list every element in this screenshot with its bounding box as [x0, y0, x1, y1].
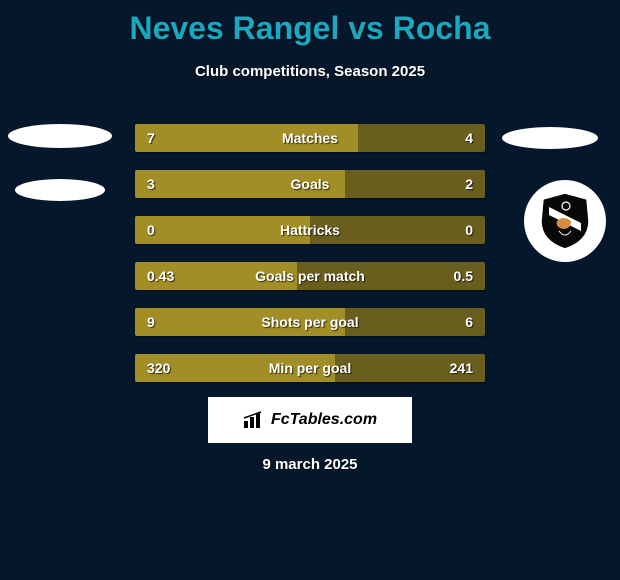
page-subtitle: Club competitions, Season 2025: [0, 63, 620, 80]
stat-label: Goals: [135, 170, 485, 198]
stat-label: Goals per match: [135, 262, 485, 290]
player2-marker: [502, 127, 598, 149]
player1-marker-2: [15, 179, 105, 201]
page-title: Neves Rangel vs Rocha: [0, 0, 620, 47]
player1-marker-1: [8, 124, 112, 148]
source-label: FcTables.com: [271, 411, 377, 429]
stat-label: Hattricks: [135, 216, 485, 244]
comparison-card: Neves Rangel vs Rocha Club competitions,…: [0, 0, 620, 580]
stat-row: 96Shots per goal: [135, 308, 485, 336]
shield-icon: [537, 191, 593, 251]
stat-label: Matches: [135, 124, 485, 152]
date-label: 9 march 2025: [0, 456, 620, 473]
team-badge: [524, 180, 606, 262]
bars-icon: [243, 411, 265, 429]
stat-row: 32Goals: [135, 170, 485, 198]
stat-label: Min per goal: [135, 354, 485, 382]
stats-bars: 74Matches 32Goals 00Hattricks 0.430.5Goals …: [135, 124, 485, 400]
stat-row: 74Matches: [135, 124, 485, 152]
stat-row: 320241Min per goal: [135, 354, 485, 382]
source-tag[interactable]: FcTables.com: [208, 397, 412, 443]
stat-row: 00Hattricks: [135, 216, 485, 244]
stat-label: Shots per goal: [135, 308, 485, 336]
stat-row: 0.430.5Goals per match: [135, 262, 485, 290]
